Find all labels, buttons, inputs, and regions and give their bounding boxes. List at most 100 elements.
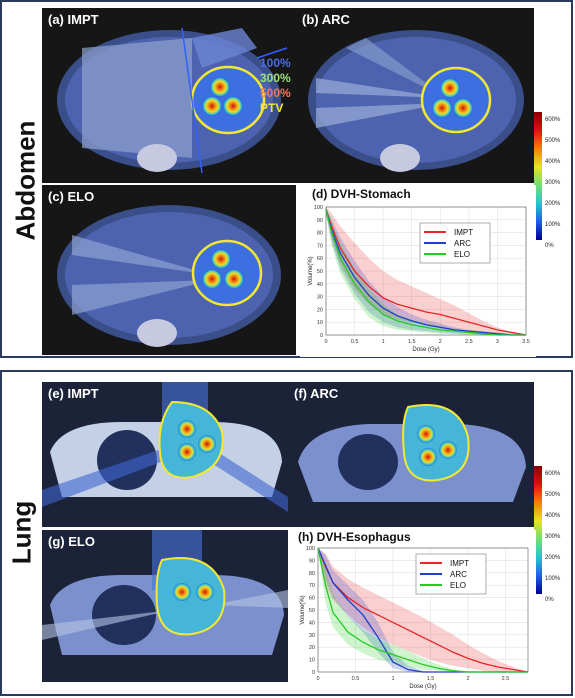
colorbar-tick: 400% (545, 513, 561, 519)
series-line-impt (325, 209, 527, 336)
section-label-lung: Lung (6, 500, 37, 565)
colorbar-tick: 300% (545, 534, 561, 540)
y-tick-label: 100 (314, 205, 323, 211)
y-tick-label: 20 (317, 307, 323, 313)
y-tick-label: 100 (306, 546, 315, 552)
ct-panel-arc-lung: (f) ARC (288, 382, 534, 527)
ct-image (57, 205, 281, 347)
y-tick-label: 20 (309, 645, 315, 651)
isodose-legend: 100% 300% 500% PTV (260, 56, 291, 116)
x-tick-label: 3.5 (522, 339, 530, 345)
colorbar-tick: 200% (545, 201, 561, 207)
colorbar-tick: 600% (545, 471, 561, 477)
panel-title: (f) ARC (294, 386, 339, 401)
colorbar-ticks: 600% 500% 400% 300% 200% 100% 0% (545, 110, 560, 257)
series-band-elo (318, 548, 528, 672)
legend-entry: ELO (454, 250, 470, 259)
isodose-ptv: PTV (260, 101, 284, 115)
legend-entry: ARC (454, 239, 471, 248)
isodose-100: 100% (260, 56, 291, 70)
y-tick-label: 70 (309, 583, 315, 589)
isodose-500: 500% (260, 86, 291, 100)
series-line-impt (317, 547, 529, 673)
section-abdomen: Abdomen (a) IMPT 100% 300% 500% (0, 0, 573, 358)
x-tick-label: 0 (324, 339, 327, 345)
colorbar-tick: 200% (545, 555, 561, 561)
series-band-arc (326, 207, 526, 335)
colorbar-lung: 600% 500% 400% 300% 200% 100% 0% (534, 464, 574, 604)
x-tick-label: 2 (439, 339, 442, 345)
chart-title: (h) DVH-Esophagus (298, 530, 411, 544)
x-tick-label: 1 (391, 676, 394, 682)
x-tick-label: 1.5 (408, 339, 416, 345)
y-tick-label: 80 (317, 231, 323, 237)
x-tick-label: 0.5 (352, 676, 360, 682)
ct-image (57, 27, 288, 174)
series-line-arc (325, 209, 526, 336)
section-label-abdomen: Abdomen (10, 120, 41, 241)
x-axis-label: Dose (Gy) (412, 347, 439, 353)
panel-title: (e) IMPT (48, 386, 99, 401)
chart-svg: 0 10 20 30 40 50 60 70 80 90 100 0 0.5 1 1.5 2 2.5 Dose (… (300, 546, 529, 690)
legend-entry: ELO (450, 581, 466, 590)
x-tick-label: 2.5 (502, 676, 510, 682)
chart-svg: 0 10 20 30 40 50 60 70 80 90 100 0 0.5 1 1.5 2 2.5 3 3.5 Do… (308, 205, 530, 353)
ct-panel-impt-lung: (e) IMPT (42, 382, 288, 527)
x-tick-label: 0 (316, 676, 319, 682)
colorbar-abdomen: 600% 500% 400% 300% 200% 100% 0% (534, 110, 574, 250)
y-tick-label: 50 (317, 269, 323, 275)
colorbar-tick: 400% (545, 159, 561, 165)
section-lung: Lung (e) IMPT (0, 370, 573, 696)
ct-image (42, 382, 288, 512)
legend-entry: IMPT (454, 228, 473, 237)
ct-panel-arc-abdomen: (b) ARC (296, 8, 534, 183)
isodose-300: 300% (260, 71, 291, 85)
y-tick-label: 10 (317, 320, 323, 326)
ct-image (298, 404, 526, 502)
y-tick-label: 60 (309, 596, 315, 602)
y-tick-label: 30 (309, 633, 315, 639)
y-tick-label: 0 (312, 670, 315, 676)
x-tick-label: 3 (496, 339, 499, 345)
legend-entry: IMPT (450, 559, 469, 568)
series-line-elo (325, 209, 526, 336)
ct-panel-elo-abdomen: (c) ELO (42, 185, 296, 355)
ct-panel-impt-abdomen: (a) IMPT 100% 300% 500% PTV (42, 8, 296, 183)
y-tick-label: 50 (309, 608, 315, 614)
x-tick-label: 2.5 (465, 339, 473, 345)
y-tick-label: 10 (309, 658, 315, 664)
ct-image (308, 30, 524, 172)
y-tick-label: 70 (317, 243, 323, 249)
colorbar-tick: 0% (545, 597, 554, 603)
colorbar-tick: 500% (545, 492, 561, 498)
colorbar-tick: 100% (545, 222, 561, 228)
panel-title: (b) ARC (302, 12, 350, 27)
dvh-chart-stomach: (d) DVH-Stomach 0 10 20 30 40 50 60 70 80 90 100 0 0… (300, 185, 536, 357)
y-tick-label: 90 (317, 218, 323, 224)
y-tick-label: 30 (317, 295, 323, 301)
y-tick-label: 80 (309, 571, 315, 577)
colorbar-gradient (534, 466, 542, 594)
colorbar-gradient (534, 112, 542, 240)
ct-panel-elo-lung: (g) ELO (42, 530, 288, 682)
colorbar-tick: 100% (545, 576, 561, 582)
series-line-elo (317, 547, 528, 673)
dvh-chart-esophagus: (h) DVH-Esophagus 0 10 20 30 40 50 60 70 80 90 100… (296, 530, 536, 692)
y-tick-label: 0 (320, 333, 323, 339)
series-band-impt (318, 548, 528, 672)
y-axis-label: Volume(%) (300, 595, 306, 624)
panel-title: (a) IMPT (48, 12, 99, 27)
y-tick-label: 40 (317, 282, 323, 288)
plot-frame (325, 206, 527, 336)
y-tick-label: 60 (317, 256, 323, 262)
x-axis-label: Dose (Gy) (409, 684, 436, 690)
x-tick-label: 1.5 (427, 676, 435, 682)
colorbar-tick: 300% (545, 180, 561, 186)
series-band-impt (326, 207, 526, 335)
chart-title: (d) DVH-Stomach (312, 187, 411, 201)
colorbar-ticks: 600% 500% 400% 300% 200% 100% 0% (545, 464, 560, 611)
series-band-arc (318, 548, 528, 672)
ct-image (42, 530, 288, 655)
panel-title: (c) ELO (48, 189, 95, 204)
x-tick-label: 2 (466, 676, 469, 682)
